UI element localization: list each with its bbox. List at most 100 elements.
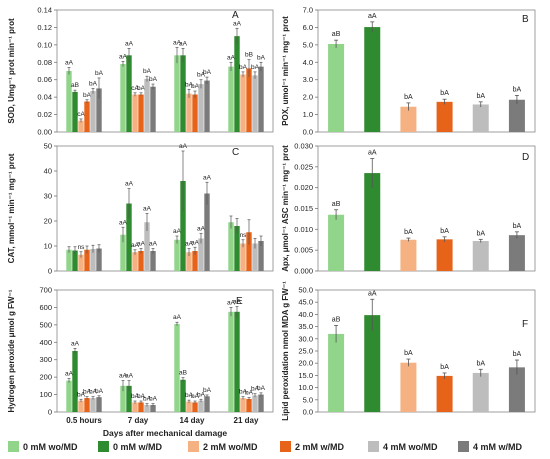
significance-label: aA [179, 143, 188, 150]
y-tick-label: 50.0 [298, 286, 313, 295]
significance-label: bA [440, 364, 449, 371]
significance-label: aA [179, 40, 188, 47]
y-tick-label: 30.0 [298, 334, 313, 343]
significance-label: bA [89, 80, 98, 87]
bar [150, 86, 156, 132]
bar [252, 395, 258, 412]
plot-area-frame [56, 289, 274, 413]
significance-label: bA [137, 85, 146, 92]
bar [472, 104, 489, 132]
bar [84, 398, 90, 412]
legend-label: 2 mM w/MD [295, 442, 345, 452]
panel-D-apx-chart: 0.000 0.005 0.010 0.015 0.020 0.025 0.030 Apx, … [281, 142, 536, 276]
significance-label: aA [119, 53, 128, 60]
y-tick-label: 7.0 [303, 6, 313, 15]
y-tick-label: 0.12 [37, 23, 52, 32]
significance-label: aA [125, 40, 134, 47]
significance-label: bA [404, 229, 413, 236]
y-tick-label: 700 [39, 286, 52, 295]
significance-label: aA [368, 13, 377, 20]
significance-label: bA [191, 83, 200, 90]
bar [240, 243, 246, 271]
significance-label: aA [149, 241, 158, 248]
significance-label: aA [173, 314, 182, 321]
y-axis-label: SOD, Umg⁻¹ prot min⁻¹ prot [7, 18, 16, 124]
y-tick-label: 500 [39, 320, 52, 329]
significance-label: bA [77, 391, 86, 398]
bar [400, 106, 417, 132]
bar [90, 398, 96, 412]
significance-label: bA [203, 69, 212, 76]
y-tick-label: 10.0 [298, 383, 313, 392]
significance-label: aB [332, 316, 341, 323]
y-tick-label: 0.015 [294, 204, 313, 213]
bar [246, 68, 252, 132]
y-axis-label: POX, umol⁻¹ min⁻¹ mg⁻¹ prot [281, 16, 290, 126]
bar [192, 94, 198, 132]
bar [328, 333, 345, 412]
y-tick-label: 6.0 [303, 23, 313, 32]
significance-label: aA [131, 242, 140, 249]
y-tick-label: 40 [44, 167, 52, 176]
x-category-label: 14 day [180, 416, 205, 425]
significance-label: aA [233, 299, 242, 306]
bar [436, 101, 453, 132]
panel-letter: D [522, 152, 529, 163]
bar [90, 91, 96, 132]
significance-label: aA [233, 20, 242, 27]
bar [72, 351, 78, 412]
y-tick-label: 0.02 [37, 110, 52, 119]
bar [192, 251, 198, 271]
bar [96, 248, 102, 271]
bar [144, 405, 150, 412]
y-tick-label: 30 [44, 192, 52, 201]
significance-label: bA [143, 68, 152, 75]
bar [246, 398, 252, 412]
bar [472, 241, 489, 271]
significance-label: aB [332, 201, 341, 208]
legend-swatch [188, 441, 199, 452]
y-tick-label: 0.08 [37, 58, 52, 67]
bar [258, 66, 264, 132]
significance-label: ns [78, 244, 86, 251]
significance-label: bA [251, 386, 260, 393]
y-axis-label: CAT, mmol⁻¹ min⁻¹ mg⁻¹ prot [7, 153, 16, 263]
legend-swatch [458, 441, 469, 452]
significance-label: bA [89, 389, 98, 396]
significance-label: bA [476, 230, 485, 237]
y-axis-label: Lipid peroxidation nmol MDA g FW⁻¹ [281, 281, 290, 421]
plot-area-frame [56, 145, 274, 272]
significance-label: bA [149, 76, 158, 83]
significance-label: aB [179, 370, 187, 377]
bar [180, 379, 186, 412]
legend: 0 mM wo/MD 0 mM w/MD 2 mM wo/MD 2 mM w/MD 4 … [8, 441, 523, 452]
bar [228, 311, 234, 412]
significance-label: bA [476, 93, 485, 100]
significance-label: bA [185, 81, 194, 88]
bar [240, 74, 246, 132]
y-tick-label: 0.04 [37, 93, 52, 102]
bar [228, 222, 234, 271]
significance-label: bA [197, 391, 206, 398]
significance-label: aA [191, 239, 200, 246]
significance-label: bA [83, 389, 92, 396]
bar [126, 203, 132, 271]
legend-swatch [280, 441, 291, 452]
significance-label: bA [513, 86, 522, 93]
bar [234, 311, 240, 412]
y-tick-label: 20 [44, 217, 52, 226]
bar [132, 402, 138, 412]
bar [328, 214, 345, 271]
legend-label: 4 mM w/MD [473, 442, 523, 452]
y-tick-label: 35.0 [298, 322, 313, 331]
bar [258, 394, 264, 412]
bar [66, 380, 72, 412]
bar [84, 249, 90, 271]
significance-label: bA [245, 390, 254, 397]
significance-label: aA [185, 241, 194, 248]
significance-label: bA [143, 396, 152, 403]
bar [186, 252, 192, 271]
bar [126, 55, 132, 132]
y-axis-label: Apx, μmol⁻¹ ASC min⁻¹ mg⁻¹ prot [281, 145, 290, 272]
